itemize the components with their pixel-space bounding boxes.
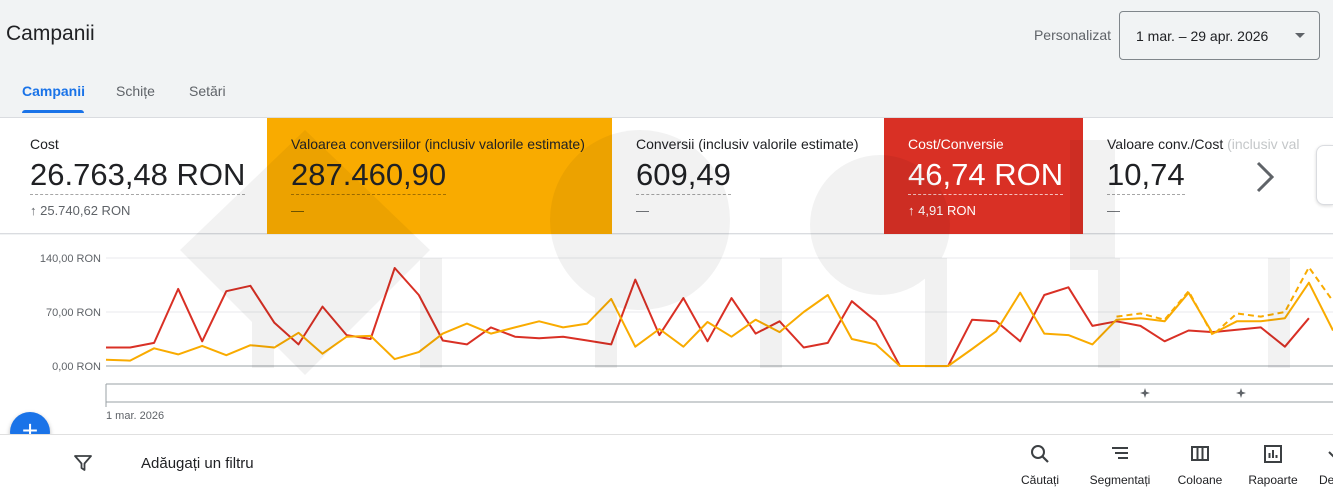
- page-title: Campanii: [6, 22, 95, 45]
- toolbar-label: Căutați: [1020, 473, 1060, 487]
- metric-value: 46,74 RON: [908, 157, 1064, 195]
- sparkle-icon[interactable]: [1236, 388, 1246, 398]
- chevron-right-icon[interactable]: [1250, 157, 1280, 197]
- metric-change: —: [636, 203, 649, 218]
- toolbar-search-button[interactable]: Căutați: [1015, 443, 1065, 487]
- date-mode-label: Personalizat: [1033, 27, 1111, 43]
- series-line-1: [105, 281, 1333, 367]
- metric-label: Conversii (inclusiv valorile estimate): [636, 136, 859, 152]
- tab-schite[interactable]: Schițe: [116, 83, 155, 99]
- page-header: Campanii Personalizat 1 mar. – 29 apr. 2…: [0, 0, 1333, 70]
- metric-label: Valoarea conversiilor (inclusiv valorile…: [291, 136, 585, 152]
- sparkle-icon[interactable]: [1140, 388, 1150, 398]
- metric-change: —: [291, 203, 304, 218]
- toolbar-label: Segmentați: [1089, 473, 1151, 487]
- metric-value: 287.460,90: [291, 157, 447, 195]
- toolbar-label: Coloane: [1177, 473, 1223, 487]
- performance-chart: 140,00 RON 70,00 RON 0,00 RON 1 mar. 202…: [0, 235, 1333, 434]
- toolbar-reports-button[interactable]: Rapoarte: [1243, 443, 1303, 487]
- y-tick-label: 140,00 RON: [40, 253, 101, 265]
- chart-svg: 140,00 RON 70,00 RON 0,00 RON 1 mar. 202…: [40, 253, 1333, 422]
- reports-icon: [1264, 445, 1282, 463]
- series-layer: [105, 266, 1333, 367]
- filter-icon[interactable]: [73, 453, 93, 473]
- date-range-value: 1 mar. – 29 apr. 2026: [1136, 27, 1269, 44]
- metric-card-cost-per-conversion[interactable]: Cost/Conversie 46,74 RON ↑ 4,91 RON: [884, 118, 1083, 234]
- active-tab-indicator: [22, 110, 84, 113]
- date-range-select[interactable]: 1 mar. – 29 apr. 2026: [1119, 11, 1320, 60]
- y-tick-label: 0,00 RON: [52, 361, 101, 373]
- x-start-label: 1 mar. 2026: [106, 410, 164, 422]
- metric-label: Cost: [30, 136, 59, 152]
- toolbar-label: Rapoarte: [1248, 473, 1298, 487]
- metric-change: —: [1107, 203, 1120, 218]
- columns-icon: [1191, 446, 1209, 461]
- metric-label-main: Valoare conv./Cost: [1107, 136, 1224, 152]
- filter-bar: Adăugați un filtru Căutați Segmentați Co…: [0, 434, 1333, 491]
- tab-bar: Campanii Schițe Setări: [0, 72, 400, 116]
- tab-setari[interactable]: Setări: [189, 83, 226, 99]
- series-line-dashed: [1116, 266, 1333, 337]
- metric-change: ↑ 25.740,62 RON: [30, 203, 131, 218]
- metric-value: 26.763,48 RON: [30, 157, 246, 195]
- metric-value: 609,49: [636, 157, 731, 195]
- toolbar-download-button[interactable]: De: [1319, 443, 1333, 487]
- download-icon: [1328, 451, 1333, 458]
- toolbar-segment-button[interactable]: Segmentați: [1085, 443, 1155, 487]
- tab-campanii[interactable]: Campanii: [22, 83, 86, 99]
- metric-value: 10,74: [1107, 157, 1185, 195]
- metric-cards: Cost 26.763,48 RON ↑ 25.740,62 RON Valoa…: [0, 117, 1333, 234]
- metric-card-conversion-value[interactable]: Valoarea conversiilor (inclusiv valorile…: [267, 118, 612, 234]
- metric-label: Valoare conv./Cost (inclusiv val: [1107, 136, 1313, 152]
- toolbar-columns-button[interactable]: Coloane: [1172, 443, 1228, 487]
- side-expand-button[interactable]: [1316, 145, 1333, 205]
- search-icon: [1031, 445, 1049, 463]
- metric-card-cost[interactable]: Cost 26.763,48 RON ↑ 25.740,62 RON: [0, 118, 267, 234]
- y-tick-label: 70,00 RON: [46, 307, 101, 319]
- metric-card-conversions[interactable]: Conversii (inclusiv valorile estimate) 6…: [612, 118, 884, 234]
- dropdown-arrow-icon: [1295, 33, 1305, 38]
- segment-icon: [1112, 447, 1128, 459]
- metric-label: Cost/Conversie: [908, 136, 1004, 152]
- add-filter-input[interactable]: Adăugați un filtru: [141, 455, 254, 472]
- metric-label-muted: (inclusiv val: [1227, 136, 1300, 152]
- toolbar-label: De: [1319, 473, 1333, 487]
- series-line-0: [106, 267, 1310, 367]
- metric-change: ↑ 4,91 RON: [908, 203, 976, 218]
- metric-card-conv-value-per-cost[interactable]: Valoare conv./Cost (inclusiv val 10,74 —: [1083, 118, 1313, 234]
